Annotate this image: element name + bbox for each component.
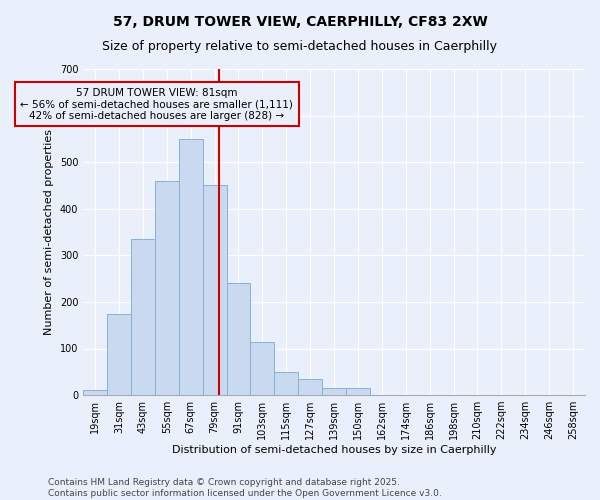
Bar <box>250 342 274 395</box>
Text: 57, DRUM TOWER VIEW, CAERPHILLY, CF83 2XW: 57, DRUM TOWER VIEW, CAERPHILLY, CF83 2X… <box>113 15 487 29</box>
Bar <box>298 379 322 395</box>
Bar <box>274 372 298 395</box>
Text: Contains HM Land Registry data © Crown copyright and database right 2025.
Contai: Contains HM Land Registry data © Crown c… <box>48 478 442 498</box>
Bar <box>346 388 370 395</box>
Bar <box>131 239 155 395</box>
Text: 57 DRUM TOWER VIEW: 81sqm
← 56% of semi-detached houses are smaller (1,111)
42% : 57 DRUM TOWER VIEW: 81sqm ← 56% of semi-… <box>20 88 293 121</box>
Bar <box>107 314 131 395</box>
Bar <box>322 388 346 395</box>
X-axis label: Distribution of semi-detached houses by size in Caerphilly: Distribution of semi-detached houses by … <box>172 445 496 455</box>
Bar <box>179 139 203 395</box>
Text: Size of property relative to semi-detached houses in Caerphilly: Size of property relative to semi-detach… <box>103 40 497 53</box>
Bar <box>83 390 107 395</box>
Bar <box>203 186 227 395</box>
Bar <box>227 284 250 395</box>
Y-axis label: Number of semi-detached properties: Number of semi-detached properties <box>44 129 54 335</box>
Bar <box>155 181 179 395</box>
